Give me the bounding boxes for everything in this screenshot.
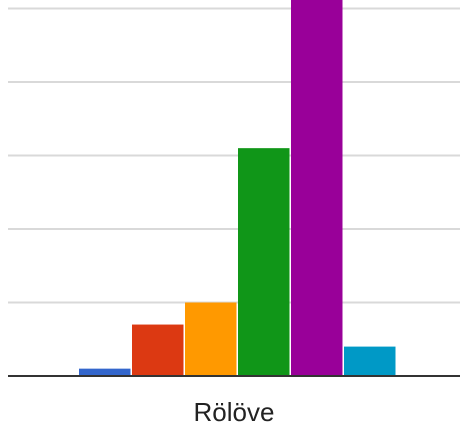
category-label: Rölöve (194, 397, 275, 427)
gridlines (8, 7, 460, 304)
bar-series-1 (79, 368, 131, 376)
bar-series-5 (291, 0, 343, 377)
bar-series-3 (185, 302, 237, 376)
bars (79, 0, 396, 377)
bar-series-2 (132, 324, 184, 376)
bar-series-4 (238, 148, 290, 376)
bar-series-6 (344, 346, 396, 376)
